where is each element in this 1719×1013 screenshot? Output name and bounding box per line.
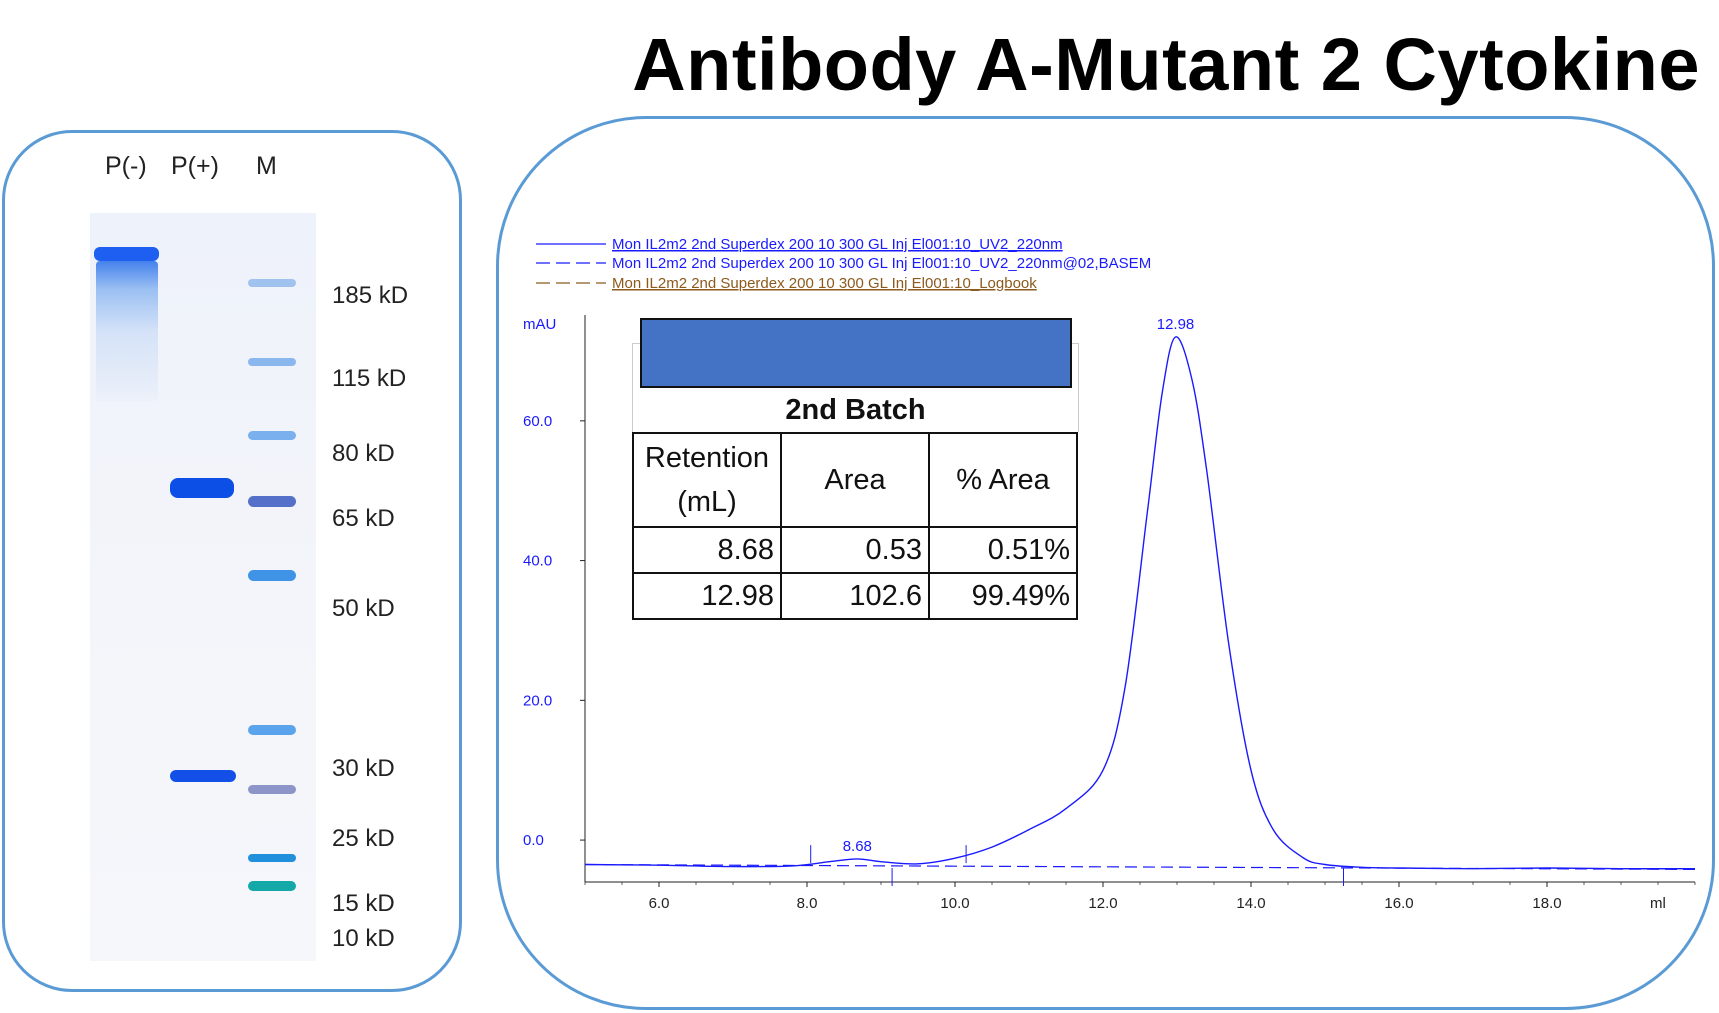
gel-panel (2, 130, 462, 992)
x-tick-label: 18.0 (1532, 895, 1561, 912)
table-cell: 102.6 (780, 572, 930, 620)
marker-label-10: 10 kD (332, 925, 395, 952)
marker-band-185 (248, 279, 296, 287)
x-tick-label: 8.0 (797, 895, 818, 912)
gel-band-p-plus-65 (170, 478, 234, 498)
batch-label: 2nd Batch (785, 394, 926, 426)
table-cell: 99.49% (928, 572, 1078, 620)
marker-band-25 (248, 785, 296, 794)
table-header-row: Retention (mL) Area % Area (632, 432, 1078, 528)
lane-label-p-minus: P(-) (105, 152, 147, 180)
x-tick-label: 12.0 (1088, 895, 1117, 912)
x-axis-label: ml (1650, 895, 1666, 912)
x-tick-label: 6.0 (649, 895, 670, 912)
legend-label: Mon IL2m2 2nd Superdex 200 10 300 GL Inj… (612, 275, 1037, 292)
y-axis-label: mAU (523, 316, 556, 333)
marker-label-15: 15 kD (332, 890, 395, 917)
y-tick-label: 60.0 (523, 413, 552, 430)
marker-band-65 (248, 496, 296, 507)
table-row: 12.98 102.6 99.49% (632, 572, 1078, 620)
marker-band-15 (248, 854, 296, 862)
x-tick-label: 16.0 (1384, 895, 1413, 912)
page-title: Antibody A-Mutant 2 Cytokine (632, 23, 1700, 106)
gel-band-p-plus-25 (170, 770, 236, 782)
marker-band-30 (248, 725, 296, 735)
lane-label-marker: M (256, 152, 277, 180)
lane-label-p-plus: P(+) (171, 152, 219, 180)
marker-label-50: 50 kD (332, 595, 395, 622)
chromatogram-panel (496, 116, 1715, 1010)
table-header-area: Area (780, 432, 930, 528)
marker-label-115: 115 kD (332, 365, 407, 392)
legend-label: Mon IL2m2 2nd Superdex 200 10 300 GL Inj… (612, 236, 1063, 253)
marker-label-80: 80 kD (332, 440, 395, 467)
marker-label-65: 65 kD (332, 505, 395, 532)
x-tick-label: 14.0 (1236, 895, 1265, 912)
table-cell: 0.53 (780, 526, 930, 574)
marker-band-115 (248, 358, 296, 366)
retention-table: Retention (mL) Area % Area 8.68 0.53 0.5… (632, 432, 1078, 620)
marker-band-10 (248, 881, 296, 891)
marker-band-80 (248, 431, 296, 440)
gel-image (90, 213, 316, 961)
signal-series-line (584, 336, 1696, 870)
table-header-percent-area: % Area (928, 432, 1078, 528)
table-row: 8.68 0.53 0.51% (632, 526, 1078, 574)
batch-color-swatch (640, 318, 1072, 388)
marker-label-30: 30 kD (332, 755, 395, 782)
x-tick-label: 10.0 (940, 895, 969, 912)
y-tick-label: 40.0 (523, 553, 552, 570)
peak-label: 12.98 (1157, 316, 1195, 333)
table-header-retention: Retention (mL) (632, 432, 782, 528)
peak-label: 8.68 (843, 838, 872, 855)
gel-band-p-minus-smear (96, 261, 158, 401)
table-cell: 8.68 (632, 526, 782, 574)
table-cell: 12.98 (632, 572, 782, 620)
y-tick-label: 0.0 (523, 832, 544, 849)
marker-label-185: 185 kD (332, 282, 409, 309)
marker-band-50 (248, 570, 296, 581)
legend-label: Mon IL2m2 2nd Superdex 200 10 300 GL Inj… (612, 255, 1151, 272)
table-cell: 0.51% (928, 526, 1078, 574)
gel-band-p-minus-main (94, 247, 159, 261)
marker-label-25: 25 kD (332, 825, 395, 852)
y-tick-label: 20.0 (523, 692, 552, 709)
